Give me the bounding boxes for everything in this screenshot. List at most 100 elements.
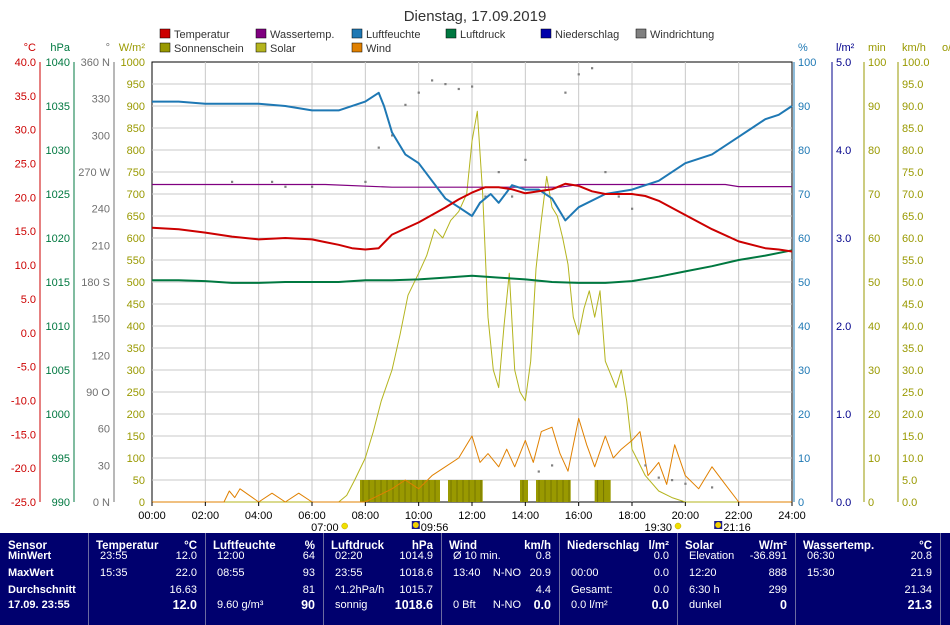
axis-tick-label: 50 xyxy=(868,277,880,289)
panel-header: Sensor xyxy=(8,540,47,552)
sunshine-block xyxy=(448,480,483,502)
panel-cell-label: 12:20 xyxy=(689,567,717,579)
panel-cell-label: ^1.2hPa/h xyxy=(335,584,385,596)
axis-tick-label: 80 xyxy=(868,145,880,157)
panel-cell-label: 23:55 xyxy=(100,550,128,562)
axis-tick-label: 120 xyxy=(92,350,110,362)
panel-cell-value: 1018.6 xyxy=(394,598,433,612)
axis-tick-label: 1.0 xyxy=(836,409,851,421)
axis-tick-label: 25.0 xyxy=(902,387,923,399)
x-tick-label: 22:00 xyxy=(725,510,753,522)
series-line-wind xyxy=(152,417,792,503)
panel-header: Luftfeuchte xyxy=(213,540,276,552)
axis-tick-label: 1010 xyxy=(46,321,70,333)
wind-direction-point xyxy=(471,85,474,88)
legend-label: Wassertemp. xyxy=(270,29,334,41)
x-tick-label: 06:00 xyxy=(298,510,326,522)
panel-cell-value: 1015.7 xyxy=(399,584,433,596)
axis-tick-label: -20.0 xyxy=(11,463,36,475)
x-tick-label: 02:00 xyxy=(192,510,220,522)
panel-cell-value: 21.9 xyxy=(910,567,932,579)
legend-swatch xyxy=(445,28,457,39)
wind-direction-point xyxy=(404,103,407,106)
panel-cell-value: 0.0 xyxy=(653,567,669,579)
legend-swatch xyxy=(159,28,171,39)
x-tick-label: 04:00 xyxy=(245,510,273,522)
axis-tick-label: 40.0 xyxy=(902,321,923,333)
panel-header: Wind xyxy=(449,540,477,552)
x-tick-label: 10:00 xyxy=(405,510,433,522)
axis-tick-label: 50.0 xyxy=(902,277,923,289)
panel-cell-value: 21.3 xyxy=(907,598,932,612)
x-tick-label: 18:00 xyxy=(618,510,646,522)
axis-tick-label: 950 xyxy=(127,79,145,91)
panel-cell-label: dunkel xyxy=(689,599,722,611)
sun-time-label: 07:00 xyxy=(311,522,339,533)
axis-tick-label: 100 xyxy=(798,57,816,69)
legend-label: Wind xyxy=(366,43,391,55)
legend-label: Windrichtung xyxy=(650,29,714,41)
axis-tick-label: 90 xyxy=(868,101,880,113)
axis-tick-label: 70 xyxy=(868,189,880,201)
axis-tick-label: 5.0 xyxy=(902,475,917,487)
axis-tick-label: 30 xyxy=(798,365,810,377)
panel-header: Niederschlag xyxy=(567,540,640,552)
panel-cell-value: 4.4 xyxy=(535,584,551,596)
axis-tick-label: 2.0 xyxy=(836,321,851,333)
axis-tick-label: 0 xyxy=(798,497,804,509)
axis-tick-label: 500 xyxy=(127,277,145,289)
wind-direction-point xyxy=(617,195,620,198)
panel-cell-value: 12.0 xyxy=(172,598,197,612)
sun-time-label: 19:30 xyxy=(644,522,672,533)
wind-direction-point xyxy=(484,195,487,198)
axis-tick-label: 80 xyxy=(798,145,810,157)
axis-tick-label: 0.0 xyxy=(902,497,917,509)
panel-cell-label: 15:30 xyxy=(807,567,835,579)
panel-cell-value: 0.8 xyxy=(535,550,551,562)
series-line-wassertemp xyxy=(152,183,792,188)
panel-section: Luftfeuchte% 12:00 64 08:55 93 81 9.60 g/m³ 90 xyxy=(205,533,324,625)
panel-cell-value: 0.0 xyxy=(653,584,669,596)
axis-tick-label: 60 xyxy=(868,233,880,245)
axis-tick-label: 20 xyxy=(868,409,880,421)
panel-cell-value: 93 xyxy=(302,567,315,579)
axis-unit-label: ° xyxy=(106,42,110,54)
axis-tick-label: 10 xyxy=(798,453,810,465)
axis-tick-label: 20 xyxy=(798,409,810,421)
panel-cell-value: 299 xyxy=(768,584,787,596)
panel-section: Temperatur °C 23:55 12.0 15:35 22.0 16.63 12.0 xyxy=(88,533,206,625)
legend-label: Temperatur xyxy=(174,29,230,41)
axis-tick-label: 800 xyxy=(127,145,145,157)
panel-header: Solar xyxy=(685,540,714,552)
axis-tick-label: 20.0 xyxy=(902,409,923,421)
panel-cell-value: 12.0 xyxy=(175,550,197,562)
legend-swatch xyxy=(255,28,267,39)
axis-tick-label: 60.0 xyxy=(902,233,923,245)
wind-direction-point xyxy=(391,134,394,137)
wind-direction-point xyxy=(417,91,420,94)
axis-unit-label: o/ xyxy=(942,42,950,54)
wind-direction-point xyxy=(444,83,447,86)
wind-direction-point xyxy=(364,180,367,183)
axis-tick-label: 10.0 xyxy=(15,260,36,272)
panel-cell-label: 08:55 xyxy=(217,567,245,579)
moon-icon xyxy=(715,522,722,528)
axis-tick-label: 1035 xyxy=(46,101,70,113)
axis-tick-label: 1025 xyxy=(46,189,70,201)
panel-cell-label: 0.0 l/m² xyxy=(571,599,608,611)
panel-unit: % xyxy=(304,540,315,552)
axis-tick-label: 1000 xyxy=(46,409,70,421)
panel-cell-label: Ø 10 min. xyxy=(453,550,501,562)
axis-tick-label: 4.0 xyxy=(836,145,851,157)
panel-cell-value: 20.9 xyxy=(529,567,551,579)
axis-tick-label: 60 xyxy=(98,424,110,436)
axis-tick-label: 850 xyxy=(127,123,145,135)
axis-tick-label: 95.0 xyxy=(902,79,923,91)
legend-swatch xyxy=(351,42,363,53)
panel-cell-value: 0.0 xyxy=(533,598,551,612)
axis-tick-label: 360 N xyxy=(81,57,110,69)
panel-section: Wind km/h Ø 10 min. 0.8 13:40 N-NO 20.9 4.4 0 Bf… xyxy=(441,533,560,625)
panel-cell-label: 06:30 xyxy=(807,550,835,562)
axis-unit-label: l/m² xyxy=(836,42,855,54)
x-axis: 00:00 02:00 04:00 06:00 08:00 10:00 12:00 14:00… xyxy=(138,502,806,533)
